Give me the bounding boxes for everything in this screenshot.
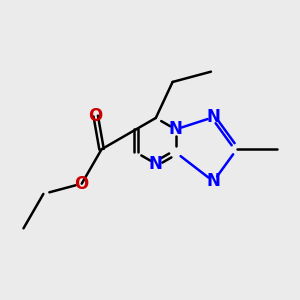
Text: O: O (88, 107, 103, 125)
Text: N: N (206, 172, 220, 190)
Text: N: N (169, 120, 183, 138)
Text: N: N (206, 108, 220, 126)
Text: N: N (149, 155, 163, 173)
Text: O: O (75, 175, 89, 193)
